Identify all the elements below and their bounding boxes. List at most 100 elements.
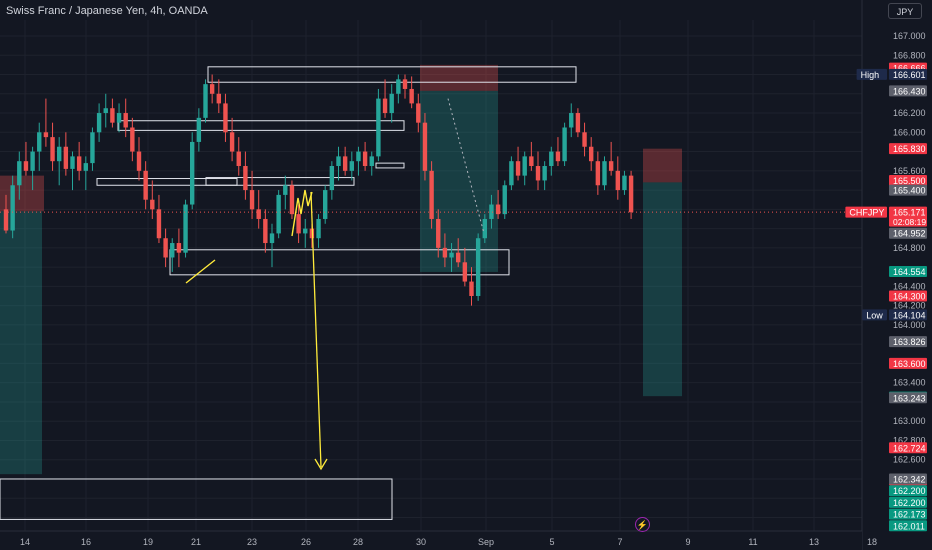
price-tag: Low [866, 310, 883, 320]
candle-body [342, 156, 348, 171]
candle-body [376, 98, 381, 157]
bolt-icon[interactable]: ⚡ [635, 517, 650, 532]
candle-body [50, 137, 55, 162]
price-label-box [889, 336, 927, 348]
candle-body [575, 113, 581, 133]
candle-body [103, 108, 108, 114]
candle-body [256, 209, 261, 219]
grid [0, 20, 862, 531]
y-tick-label: 162.800 [893, 435, 926, 445]
y-tick-label: 164.000 [893, 320, 926, 330]
zigzag-line [291, 189, 313, 237]
price-tag-box [856, 68, 887, 80]
candle-body [382, 98, 388, 114]
currency-button[interactable]: JPY [888, 3, 922, 19]
candle-body [582, 132, 587, 147]
price-label: 162.724 [893, 443, 926, 453]
candle-body [203, 84, 208, 118]
candle-body [482, 218, 487, 239]
price-label: 162.200 [893, 486, 926, 496]
candle-body [469, 281, 474, 297]
countdown-label: 02:08:19 [893, 217, 926, 227]
price-label: 166.666 [893, 64, 926, 74]
price-label-box [889, 206, 927, 227]
candle-body [249, 190, 255, 210]
x-tick-label: 18 [867, 537, 877, 547]
x-tick-label: 7 [617, 537, 622, 547]
candle-body [462, 262, 468, 282]
zone-box [375, 162, 405, 169]
projection-line [447, 98, 485, 234]
candle-body [515, 161, 521, 176]
candle-body [263, 218, 268, 244]
y-tick-label: 162.600 [893, 455, 926, 465]
candle-body [229, 132, 235, 152]
candle-body [316, 218, 321, 239]
candle-body [495, 204, 501, 215]
price-tag-box [845, 206, 887, 218]
candle-body [303, 228, 308, 234]
x-tick-label: 21 [191, 537, 201, 547]
price-label-box [889, 290, 927, 302]
candle-body [216, 93, 221, 104]
candle-body [23, 161, 29, 171]
candle-body [502, 185, 507, 215]
candle-body [296, 214, 301, 234]
price-tag: CHFJPY [849, 208, 884, 218]
annotations [0, 98, 862, 471]
price-tag: High [861, 70, 880, 80]
candle-body [569, 113, 574, 128]
price-label: 164.554 [893, 267, 926, 277]
price-label-box [889, 143, 927, 155]
candle-body [323, 190, 328, 219]
price-label-box [889, 496, 927, 508]
price-label-box [889, 485, 927, 497]
candle-body [602, 161, 607, 186]
zone-boxes [0, 66, 577, 520]
stop-loss-zone [643, 148, 682, 183]
candle-body [183, 204, 188, 253]
candle-body [416, 103, 421, 123]
candle-body [276, 194, 281, 234]
candle-body [622, 175, 627, 191]
candle-body [190, 141, 195, 205]
price-label-box [889, 266, 927, 278]
zone-box [0, 478, 393, 520]
candle-body [529, 156, 534, 167]
candle-body [475, 238, 481, 297]
candle-body [589, 146, 594, 162]
price-label-box [889, 473, 927, 485]
candle-body [409, 88, 414, 104]
candle-body [236, 151, 241, 167]
candle-body [562, 127, 567, 162]
candle-body [3, 209, 9, 231]
price-label: 162.200 [893, 498, 926, 508]
candle-body [436, 218, 441, 248]
candle-body [522, 156, 527, 176]
candle-body [555, 151, 561, 162]
price-label-box [889, 309, 927, 321]
zone-box [117, 120, 405, 131]
candle-body [10, 185, 15, 231]
candle-body [150, 199, 155, 210]
x-tick-label: 28 [353, 537, 363, 547]
price-label: 162.342 [893, 475, 926, 485]
candle-body [30, 151, 35, 171]
take-profit-zone [0, 211, 42, 475]
candle-body [43, 132, 49, 138]
x-tick-label: 16 [81, 537, 91, 547]
price-label: 163.826 [893, 337, 926, 347]
y-tick-label: 163.000 [893, 416, 926, 426]
price-label-box [889, 184, 927, 196]
candle-body [535, 166, 541, 181]
price-label: 165.400 [893, 186, 926, 196]
candle-body [17, 161, 22, 186]
candle-body [130, 127, 135, 152]
price-label-box [889, 85, 927, 97]
price-label-box [889, 392, 927, 404]
stop-loss-zone [0, 175, 44, 212]
candle-body [389, 93, 394, 114]
